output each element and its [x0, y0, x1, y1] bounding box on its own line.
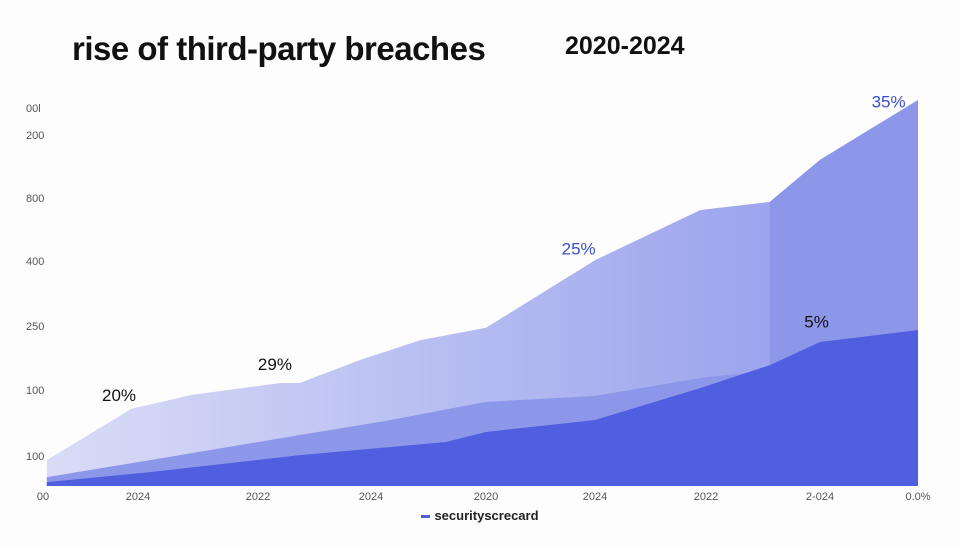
- x-tick-label: 2024: [126, 491, 150, 503]
- data-label: 5%: [804, 313, 829, 332]
- x-tick-label: 2022: [246, 491, 270, 503]
- legend-label: securityscrecard: [434, 508, 539, 523]
- chart-subtitle: 2020-2024: [565, 32, 685, 60]
- legend-swatch: [421, 515, 431, 519]
- y-tick-label: 400: [26, 256, 44, 268]
- data-label: 25%: [562, 239, 596, 258]
- x-tick-label: 00: [37, 491, 49, 503]
- x-tick-label: 2020: [474, 491, 498, 503]
- x-tick-label: 2-024: [806, 491, 834, 503]
- y-tick-label: 00l: [26, 103, 41, 115]
- x-tick-label: 2024: [583, 491, 607, 503]
- y-tick-label: 200: [26, 130, 44, 142]
- chart-title: rise of third-party breaches: [72, 30, 486, 67]
- data-label: 35%: [872, 93, 906, 112]
- y-tick-label: 250: [26, 321, 44, 333]
- x-tick-label: 2022: [694, 491, 718, 503]
- data-label: 29%: [258, 355, 292, 374]
- y-tick-label: 100: [26, 451, 44, 463]
- y-tick-label: 800: [26, 193, 44, 205]
- x-tick-label: 2024: [359, 491, 383, 503]
- area-series-2: [46, 330, 919, 486]
- y-tick-label: 100: [26, 385, 44, 397]
- x-tick-label: 0.0%: [905, 491, 930, 503]
- data-label: 20%: [102, 386, 136, 405]
- legend: securityscrecard: [0, 508, 960, 523]
